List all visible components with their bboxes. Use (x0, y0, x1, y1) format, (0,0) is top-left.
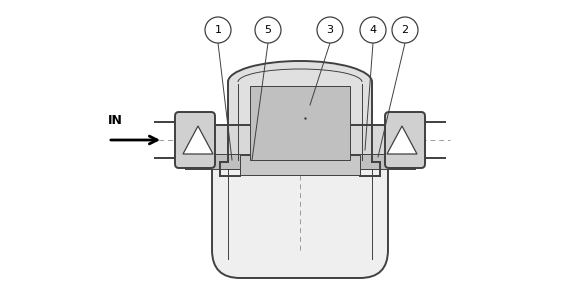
Circle shape (317, 17, 343, 43)
Circle shape (360, 17, 386, 43)
Polygon shape (387, 126, 417, 154)
Text: 1: 1 (215, 25, 222, 35)
Bar (250, 86, 350, 160)
FancyBboxPatch shape (385, 112, 425, 168)
Circle shape (255, 17, 281, 43)
Circle shape (205, 17, 231, 43)
Text: 5: 5 (265, 25, 272, 35)
Bar (228, 82, 372, 162)
FancyBboxPatch shape (212, 125, 388, 278)
FancyBboxPatch shape (175, 112, 215, 168)
Text: 4: 4 (370, 25, 377, 35)
Ellipse shape (228, 62, 372, 102)
Text: IN: IN (108, 114, 123, 127)
Polygon shape (183, 126, 213, 154)
Text: 2: 2 (402, 25, 409, 35)
Text: 3: 3 (326, 25, 333, 35)
Circle shape (392, 17, 418, 43)
Bar (240, 155, 360, 175)
Bar (185, 155, 415, 169)
Bar (185, 125, 415, 155)
